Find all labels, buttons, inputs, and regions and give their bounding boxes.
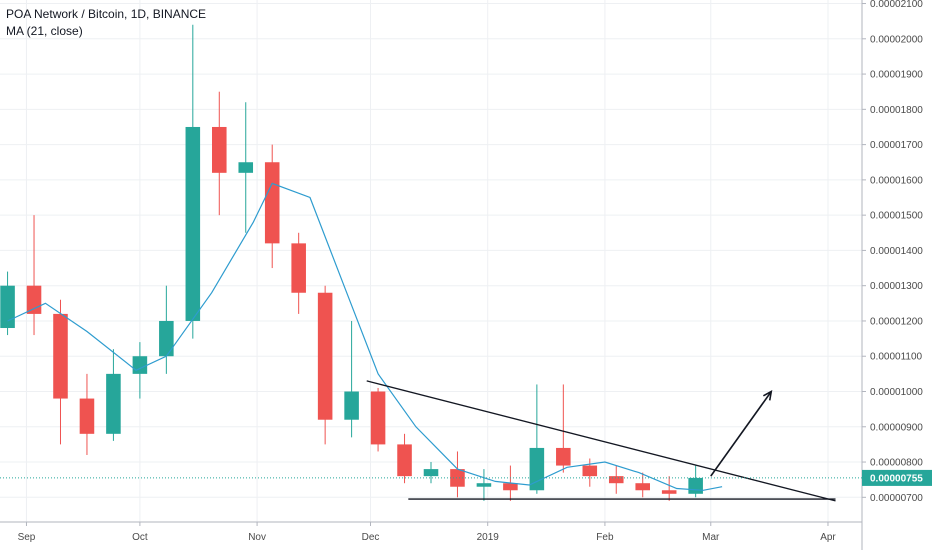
candle-body	[423, 469, 439, 477]
upper-trendline	[366, 380, 836, 502]
candle-body	[450, 469, 465, 487]
chart-title: POA Network / Bitcoin, 1D, BINANCE	[6, 7, 207, 21]
x-tick-label: Sep	[18, 532, 36, 543]
y-tick-label: 0.00001300	[870, 281, 923, 292]
candle-body	[185, 126, 201, 321]
candle-body	[212, 126, 227, 173]
candle-body	[503, 483, 518, 491]
ma-line	[7, 182, 723, 491]
y-tick-label: 0.00000900	[870, 422, 923, 433]
candle-body	[79, 398, 95, 434]
y-tick-label: 0.00001600	[870, 175, 923, 186]
candle-body	[238, 162, 254, 173]
y-tick-label: 0.00001100	[870, 352, 923, 363]
indicator-label: MA (21, close)	[6, 24, 83, 38]
last-price-label: 0.00000755	[870, 473, 923, 484]
y-tick-label: 0.00001400	[870, 246, 923, 257]
candle-body	[344, 391, 359, 420]
candle-body	[661, 490, 677, 494]
candle-body	[53, 313, 68, 399]
last-price-tag	[862, 469, 932, 486]
y-tick-label: 0.00001000	[870, 387, 923, 398]
y-tick-label: 0.00002000	[870, 34, 923, 45]
candle-body	[132, 356, 148, 374]
y-tick-label: 0.00001500	[870, 211, 923, 222]
x-tick-label: Mar	[702, 532, 720, 543]
projection-arrow	[710, 391, 772, 477]
candle-body	[556, 447, 571, 466]
candle-body	[608, 476, 624, 484]
y-tick-label: 0.00002100	[870, 0, 923, 10]
projection-arrow-head	[762, 390, 773, 401]
y-tick-label: 0.00001900	[870, 70, 923, 81]
candle-body	[582, 465, 598, 477]
candle-body	[291, 243, 306, 293]
candle-body	[264, 162, 280, 244]
x-tick-label: 2019	[477, 532, 500, 543]
candle-body	[159, 320, 174, 357]
y-tick-label: 0.00000800	[870, 458, 923, 469]
candle-body	[370, 391, 386, 445]
x-tick-label: Dec	[362, 532, 380, 543]
y-tick-label: 0.00001200	[870, 316, 923, 327]
x-tick-label: Nov	[248, 532, 266, 543]
candle-body	[397, 444, 412, 477]
candle-body	[688, 477, 703, 494]
candle-body	[26, 285, 42, 314]
candle-body	[476, 483, 492, 487]
x-tick-label: Apr	[820, 532, 836, 543]
y-tick-label: 0.00001700	[870, 140, 923, 151]
y-tick-label: 0.00001800	[870, 105, 923, 116]
y-tick-label: 0.00000700	[870, 493, 923, 504]
x-tick-label: Oct	[132, 532, 148, 543]
candle-body	[0, 285, 15, 329]
candle-body	[106, 373, 121, 434]
x-tick-label: Feb	[596, 532, 614, 543]
candle-body	[635, 483, 650, 491]
candle-body	[317, 292, 333, 420]
